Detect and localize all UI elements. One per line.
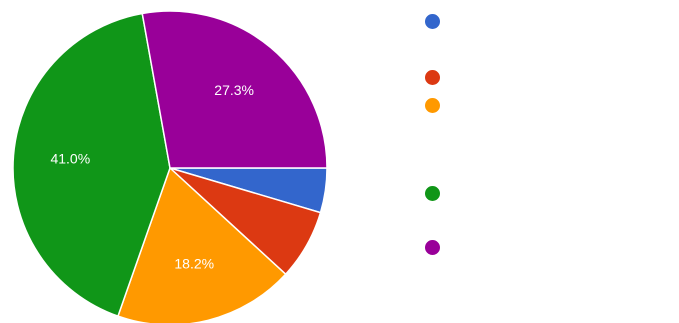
legend-item[interactable] bbox=[425, 184, 675, 201]
pie-chart: 18.2% 41.0% 27.3% bbox=[12, 10, 328, 323]
legend-color-swatch bbox=[425, 70, 440, 85]
pie-slice-data-label: 27.3% bbox=[214, 82, 254, 98]
legend-item[interactable] bbox=[425, 96, 675, 113]
pie-slice-labels: 18.2% 41.0% 27.3% bbox=[50, 82, 254, 272]
legend-item[interactable] bbox=[425, 12, 675, 29]
pie-slice-data-label: 18.2% bbox=[174, 256, 214, 272]
pie-slice-data-label: 41.0% bbox=[50, 151, 90, 167]
legend-color-swatch bbox=[425, 186, 440, 201]
legend-color-swatch bbox=[425, 14, 440, 29]
legend-color-swatch bbox=[425, 240, 440, 255]
pie-slice[interactable] bbox=[141, 10, 328, 169]
legend-item[interactable] bbox=[425, 68, 675, 85]
pie-slices bbox=[12, 10, 328, 323]
pie-slice[interactable] bbox=[117, 166, 287, 323]
legend-item[interactable] bbox=[425, 238, 675, 255]
pie-slice[interactable] bbox=[12, 12, 171, 318]
legend-color-swatch bbox=[425, 98, 440, 113]
